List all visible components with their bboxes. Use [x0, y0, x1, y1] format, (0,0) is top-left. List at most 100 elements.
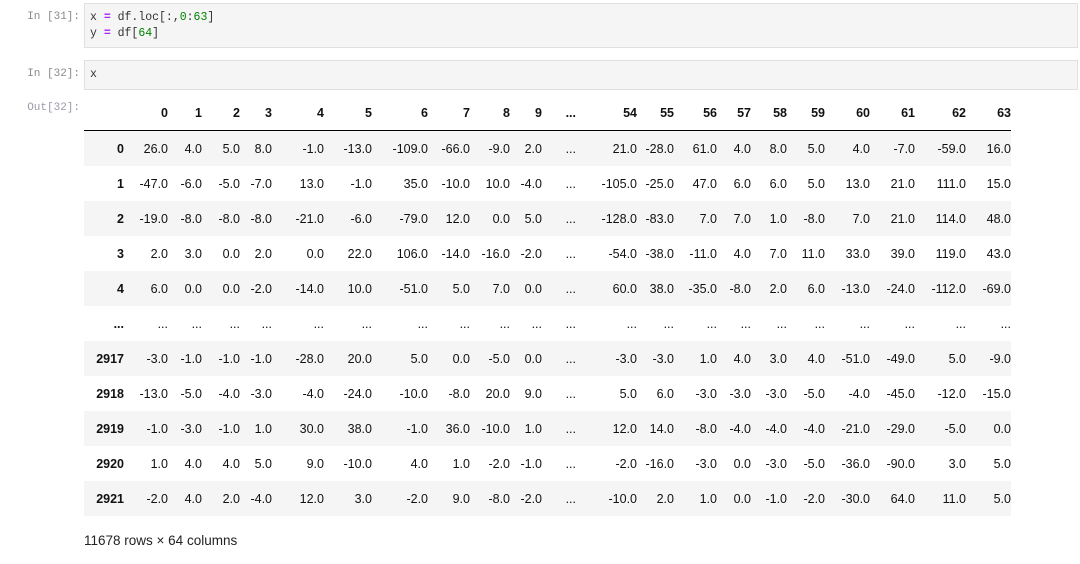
table-cell: -9.0 [989, 351, 1011, 366]
table-cell: 21.0 [890, 176, 915, 191]
table-cell: -15.0 [982, 386, 1012, 401]
output-prompt-32: Out[32]: [27, 102, 80, 114]
column-header: 57 [717, 95, 751, 131]
table-cell: -1.0 [302, 141, 324, 156]
table-cell: -2.0 [520, 491, 542, 506]
table-cell: -69.0 [982, 281, 1012, 296]
row-index: 2919 [96, 421, 124, 436]
table-cell: 4.0 [184, 456, 202, 471]
table-cell: -8.0 [803, 211, 825, 226]
table-cell: -13.0 [139, 386, 169, 401]
table-cell: 0.0 [452, 351, 470, 366]
table-cell: 1.0 [524, 421, 542, 436]
column-header: 60 [825, 95, 870, 131]
row-index: 2 [117, 211, 124, 226]
table-cell: -21.0 [295, 211, 325, 226]
table-cell: 2.0 [769, 281, 787, 296]
table-cell: -28.0 [645, 141, 675, 156]
table-cell: ... [157, 316, 168, 331]
table-cell: ... [565, 281, 576, 296]
table-cell: -1.0 [146, 421, 168, 436]
code-line: x = df.loc[:,0:63] [90, 10, 1072, 26]
table-cell: -1.0 [218, 351, 240, 366]
table-cell: -8.0 [180, 211, 202, 226]
table-cell: ... [859, 316, 870, 331]
column-header: 63 [966, 95, 1011, 131]
column-header: 0 [124, 95, 168, 131]
table-cell: -2.0 [250, 281, 272, 296]
code-token: df[ [110, 27, 139, 40]
code-token: y [90, 27, 104, 40]
table-cell: 33.0 [845, 246, 870, 261]
table-cell: ... [626, 316, 637, 331]
table-cell: -38.0 [645, 246, 675, 261]
code-cell-32[interactable]: x [84, 60, 1078, 90]
code-token: 64 [138, 27, 153, 40]
table-cell: 9.0 [452, 491, 470, 506]
table-cell: 12.0 [445, 211, 470, 226]
column-header: 7 [428, 95, 470, 131]
table-cell: -4.0 [250, 491, 272, 506]
table-cell: -24.0 [343, 386, 373, 401]
table-row: 3 2.0 3.0 0.0 2.0 0.0 22.0 106.0 -14.0 -16.0 -2.0.… [84, 236, 1011, 271]
table-cell: ... [531, 316, 542, 331]
row-index: 4 [117, 281, 124, 296]
table-cell: -35.0 [688, 281, 718, 296]
table-cell: 13.0 [299, 176, 324, 191]
table-cell: -12.0 [937, 386, 967, 401]
table-cell: -5.0 [218, 176, 240, 191]
column-header: 4 [272, 95, 324, 131]
table-cell: 7.0 [699, 211, 717, 226]
table-cell: 0.0 [733, 491, 751, 506]
code-token: ] [152, 27, 160, 40]
table-cell: 21.0 [890, 211, 915, 226]
table-cell: -4.0 [302, 386, 324, 401]
table-cell: 1.0 [452, 456, 470, 471]
table-cell: 21.0 [612, 141, 637, 156]
code-token: : [186, 11, 194, 24]
table-cell: ... [361, 316, 372, 331]
table-cell: 0.0 [993, 421, 1011, 436]
table-cell: 2.0 [150, 246, 168, 261]
code-token: x [90, 68, 97, 81]
column-header: 9 [510, 95, 542, 131]
table-cell: -128.0 [601, 211, 637, 226]
table-cell: -4.0 [848, 386, 870, 401]
table-cell: ... [904, 316, 915, 331]
table-cell: 6.0 [733, 176, 751, 191]
table-cell: 4.0 [184, 141, 202, 156]
table-cell: 0.0 [524, 281, 542, 296]
table-cell: 35.0 [403, 176, 428, 191]
table-cell: 64.0 [890, 491, 915, 506]
row-index: 2917 [96, 351, 124, 366]
table-cell: -24.0 [886, 281, 916, 296]
table-cell: 7.0 [852, 211, 870, 226]
table-cell: -3.0 [180, 421, 202, 436]
row-index: ... [113, 316, 124, 331]
dataframe-table: 0 1 2 3 4 5 6 7 8 9... 54 55 56 57 58 59 60 61 62 63 0 26.0 4… [84, 95, 1011, 516]
table-cell: 5.0 [254, 456, 272, 471]
table-cell: 12.0 [612, 421, 637, 436]
table-cell: -16.0 [645, 456, 675, 471]
table-cell: -8.0 [488, 491, 510, 506]
table-cell: -10.0 [608, 491, 638, 506]
table-cell: 12.0 [299, 491, 324, 506]
table-cell: -49.0 [886, 351, 916, 366]
table-row: 2921 -2.0 4.0 2.0 -4.0 12.0 3.0 -2.0 9.0 -8.0 -2.0… [84, 481, 1011, 516]
table-cell: ... [417, 316, 428, 331]
table-cell: 1.0 [699, 351, 717, 366]
table-cell: -1.0 [250, 351, 272, 366]
table-cell: 6.0 [150, 281, 168, 296]
input-prompt-31: In [31]: [27, 11, 80, 23]
table-cell: 5.0 [619, 386, 637, 401]
table-cell: 1.0 [150, 456, 168, 471]
table-cell: 5.0 [807, 176, 825, 191]
table-cell: 22.0 [347, 246, 372, 261]
table-cell: ... [565, 316, 576, 331]
table-cell: -5.0 [488, 351, 510, 366]
row-index: 2918 [96, 386, 124, 401]
table-cell: 2.0 [254, 246, 272, 261]
code-cell-31[interactable]: x = df.loc[:,0:63] y = df[64] [84, 3, 1078, 48]
table-cell: 48.0 [986, 211, 1011, 226]
table-cell: ... [565, 351, 576, 366]
